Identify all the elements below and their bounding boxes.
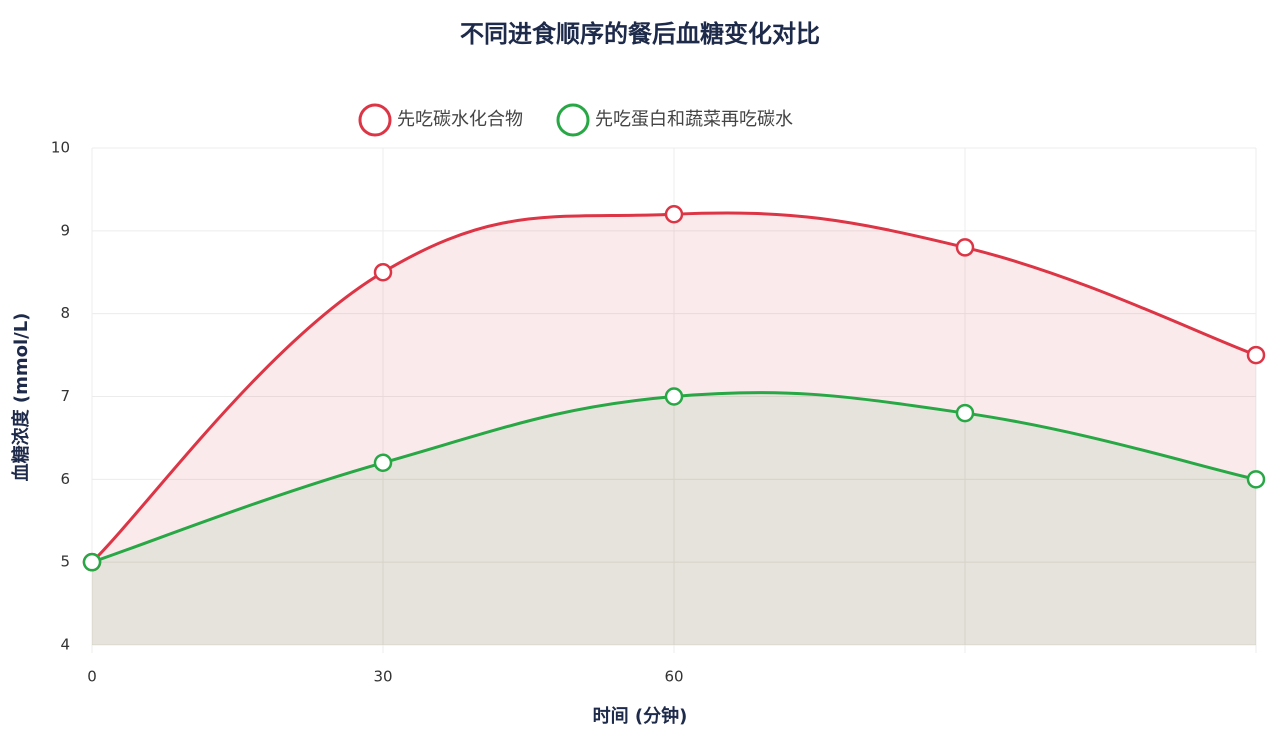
- point: [373, 453, 393, 473]
- point: [664, 387, 684, 406]
- point: [1246, 470, 1266, 489]
- x-tick-label: 0: [87, 668, 97, 686]
- y-tick-label: 4: [60, 636, 70, 654]
- y-tick-label: 6: [60, 470, 70, 488]
- x-tick-label: 30: [373, 668, 392, 686]
- y-tick-label: 10: [51, 139, 70, 157]
- y-axis-title: 血糖浓度 (mmol/L): [10, 313, 32, 482]
- x-tick-label: 60: [664, 668, 683, 686]
- x-axis-title: 时间 (分钟): [593, 705, 688, 727]
- y-tick-label: 9: [60, 221, 70, 239]
- point: [664, 205, 684, 224]
- y-tick-label: 7: [60, 387, 70, 405]
- point: [373, 263, 393, 282]
- legend-text: 先吃碳水化合物: [397, 109, 523, 130]
- y-tick-label: 8: [60, 304, 70, 322]
- legend-text: 先吃蛋白和蔬菜再吃碳水: [595, 109, 793, 130]
- point: [955, 238, 975, 257]
- legend-item: 先吃蛋白和蔬菜再吃碳水: [556, 103, 793, 137]
- point: [1246, 345, 1266, 365]
- point: [82, 552, 102, 572]
- line: [90, 211, 1257, 564]
- area: [92, 392, 1256, 645]
- point: [955, 403, 975, 423]
- legend-item: 先吃碳水化合物: [358, 103, 523, 137]
- chart-title: 不同进食顺序的餐后血糖变化对比: [460, 20, 820, 48]
- area: [92, 213, 1256, 645]
- legend-marker: [556, 103, 590, 137]
- legend-marker: [358, 103, 392, 137]
- y-tick-label: 5: [60, 553, 70, 571]
